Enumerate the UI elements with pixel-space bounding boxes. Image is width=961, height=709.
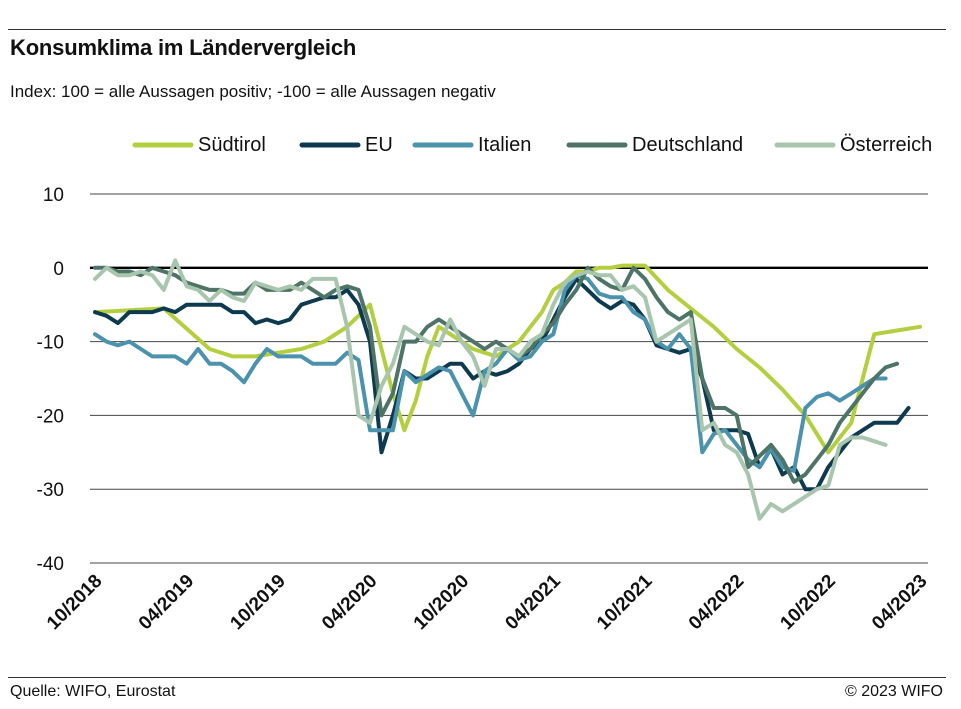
- y-tick-label: 0: [53, 259, 64, 280]
- top-rule: [8, 29, 946, 30]
- copyright-note: © 2023 WIFO: [844, 683, 943, 700]
- x-tick-label: 04/2023: [868, 571, 931, 634]
- series-lines: [93, 258, 922, 521]
- chart-subtitle: Index: 100 = alle Aussagen positiv; -100…: [10, 82, 496, 101]
- x-tick-label: 10/2022: [776, 571, 839, 634]
- source-note: Quelle: WIFO, Eurostat: [10, 683, 176, 700]
- legend-label: Deutschland: [632, 134, 743, 156]
- x-tick-label: 10/2018: [43, 571, 106, 634]
- legend: Südtirol EU Italien Deutschland Österreich: [132, 134, 932, 156]
- x-tick-label: 04/2019: [135, 571, 198, 634]
- legend-label: EU: [365, 134, 393, 156]
- series-line-deutschland: [93, 265, 900, 484]
- x-tick-label: 04/2022: [685, 571, 748, 634]
- bottom-rule: [8, 677, 946, 678]
- y-tick-label: -20: [37, 406, 64, 427]
- x-tick-label: 04/2021: [501, 570, 565, 634]
- y-tick-label: -30: [37, 480, 64, 501]
- legend-label: Südtirol: [198, 134, 266, 156]
- y-tick-label: -10: [37, 333, 64, 354]
- x-tick-label: 04/2020: [318, 571, 381, 634]
- x-tick-label: 10/2021: [593, 570, 657, 634]
- y-axis-ticks: 10 0 -10 -20 -30 -40: [37, 185, 64, 575]
- y-tick-label: 10: [43, 185, 64, 206]
- x-tick-label: 10/2020: [410, 571, 473, 634]
- chart-title: Konsumklima im Ländervergleich: [10, 35, 357, 60]
- series-line-südtirol: [93, 263, 922, 455]
- series-line-österreich: [93, 258, 888, 521]
- legend-label: Italien: [478, 134, 531, 156]
- series-line-eu: [93, 276, 911, 492]
- y-tick-label: -40: [37, 554, 64, 575]
- x-tick-label: 10/2019: [226, 571, 289, 634]
- legend-label: Österreich: [840, 134, 932, 156]
- x-axis-ticks: 10/2018 04/2019 10/2019 04/2020 10/2020 04/20…: [43, 570, 931, 634]
- gridlines: [90, 193, 928, 564]
